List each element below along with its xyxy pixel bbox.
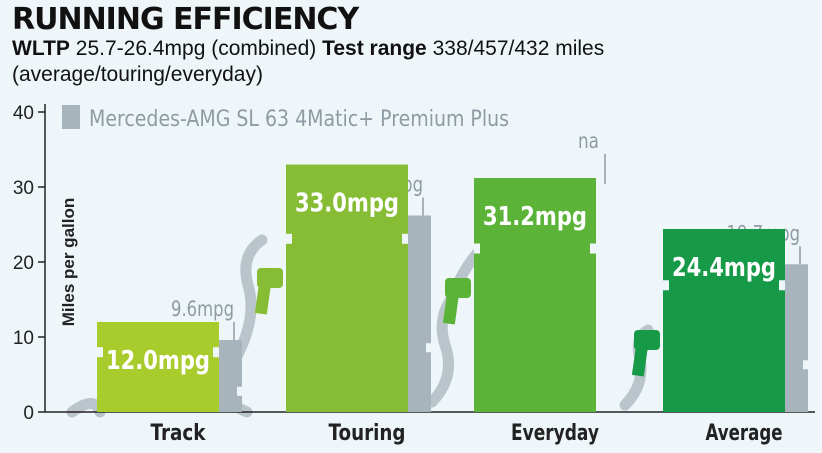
- nozzle-grip-0: [254, 283, 271, 315]
- chart-subtitle: WLTP 25.7-26.4mpg (combined) Test range …: [12, 36, 812, 88]
- bar-notch-left-everyday: [474, 243, 480, 254]
- y-tick-label-10: 10: [13, 328, 34, 349]
- category-label-track: Track: [151, 421, 207, 446]
- bar-notch-left-track: [97, 347, 103, 358]
- chart-title: RUNNING EFFICIENCY: [12, 2, 359, 37]
- category-label-touring: Touring: [329, 421, 406, 446]
- test-range-label: Test range: [322, 37, 427, 60]
- category-label-average: Average: [706, 421, 783, 446]
- bar-value-label-average: 24.4mpg: [672, 253, 776, 283]
- bars: 9.6mpg12.0mpg26.2mpg33.0mpgna31.2mpg19.7…: [97, 129, 808, 412]
- y-tick-label-40: 40: [13, 103, 34, 124]
- y-axis-title: Miles per gallon: [59, 198, 78, 326]
- bar-notch-right-everyday: [590, 243, 596, 254]
- category-label-everyday: Everyday: [511, 421, 599, 446]
- legend: Mercedes-AMG SL 63 4Matic+ Premium Plus: [62, 105, 509, 132]
- comparison-value-label-everyday: na: [578, 129, 599, 153]
- test-range-value: 338/457/432 miles (average/touring/every…: [12, 37, 605, 86]
- nozzle-1: [445, 278, 471, 298]
- nozzle-grip-1: [442, 293, 459, 325]
- y-axis-ticks: 0 10 20 30 40: [13, 103, 45, 424]
- bar-everyday: [474, 178, 596, 412]
- y-tick-label-0: 0: [23, 403, 34, 424]
- bar-notch-right-touring: [402, 233, 408, 244]
- bar-value-label-touring: 33.0mpg: [295, 189, 399, 219]
- bar-notch-right-average: [779, 280, 785, 291]
- comparison-notch-average: [803, 360, 808, 370]
- y-tick-label-20: 20: [13, 253, 34, 274]
- bar-notch-left-average: [663, 280, 669, 291]
- wltp-label: WLTP: [12, 37, 70, 60]
- nozzle-2: [634, 330, 660, 350]
- bar-track: [97, 322, 219, 412]
- hose-everyday: [426, 244, 486, 408]
- comparison-notch-touring: [426, 343, 431, 353]
- bar-value-label-everyday: 31.2mpg: [483, 202, 587, 232]
- bar-value-label-track: 12.0mpg: [106, 346, 210, 376]
- legend-swatch-comparison: [62, 105, 80, 129]
- x-axis-category-labels: Track Touring Everyday Average: [151, 421, 783, 446]
- nozzle-grip-2: [631, 345, 648, 377]
- comparison-value-label-track: 9.6mpg: [171, 297, 234, 321]
- y-tick-label-30: 30: [13, 178, 34, 199]
- bar-notch-right-track: [213, 347, 219, 358]
- comparison-notch-track: [237, 386, 242, 396]
- comparison-bar-track: [219, 340, 242, 412]
- legend-label-comparison: Mercedes-AMG SL 63 4Matic+ Premium Plus: [89, 107, 509, 132]
- comparison-bar-touring: [408, 215, 431, 412]
- bar-touring: [286, 164, 408, 412]
- hose-track: [66, 398, 106, 418]
- wltp-value: 25.7-26.4mpg (combined): [75, 37, 317, 60]
- comparison-bar-average: [785, 264, 808, 412]
- bar-average: [663, 229, 785, 412]
- nozzle-0: [257, 268, 283, 288]
- bar-notch-left-touring: [286, 233, 292, 244]
